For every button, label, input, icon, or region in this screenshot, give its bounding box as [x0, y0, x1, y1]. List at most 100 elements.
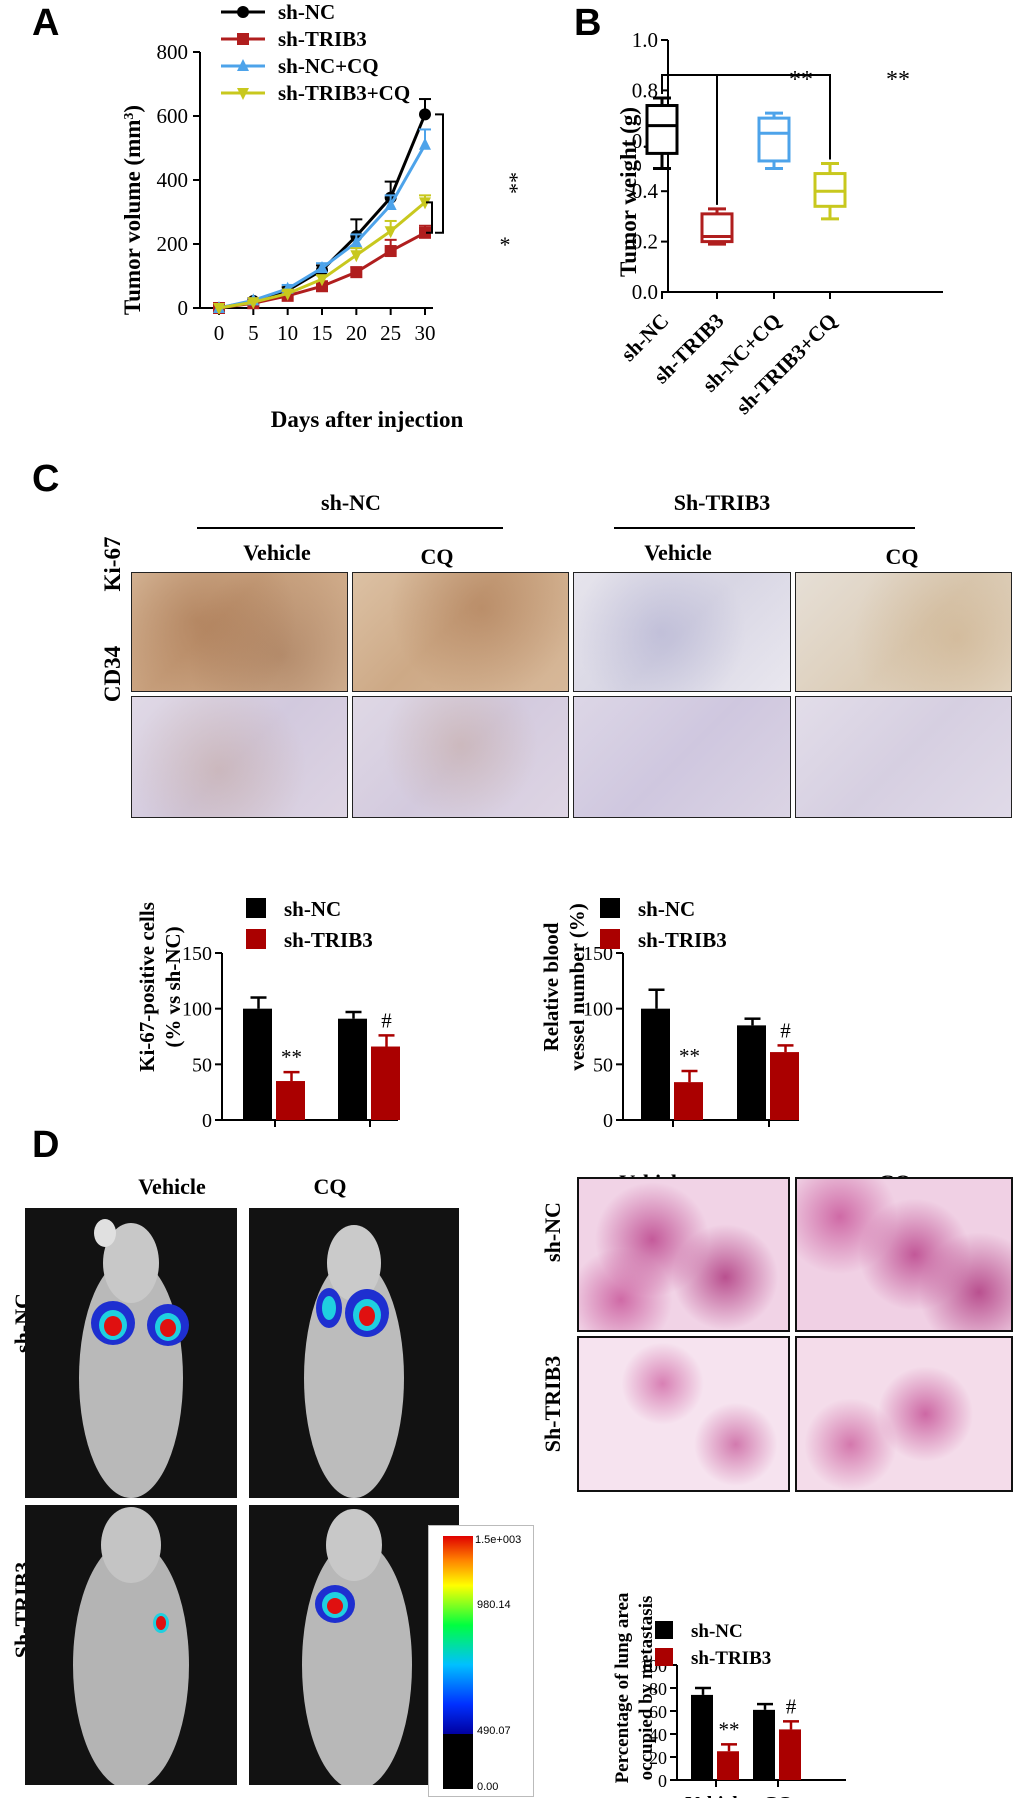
panel-d-he-row-shnc: sh-NC: [540, 1202, 565, 1262]
chart-b-sig-right: **: [886, 67, 910, 93]
chart-b-ytick-label: 0.4: [632, 179, 659, 203]
chart-a-legend-label: sh-NC: [278, 0, 335, 24]
chart-a-ytick-label: 400: [157, 168, 189, 192]
colorbar-gradient: [443, 1536, 473, 1734]
histology-cd34-shtrib3-vehicle: [573, 696, 791, 818]
panel-letter-d: D: [32, 1124, 60, 1166]
colorbar-label-low: 490.07: [477, 1725, 511, 1737]
he-image-shtrib3-vehicle: [577, 1336, 790, 1492]
chart-c-ki67-bar-sh-NC: [243, 1008, 272, 1120]
chart-b-tumor-weight: Tumor weight (g) 0.00.20.40.60.81.0sh-NC…: [616, 28, 943, 419]
panel-c-col-label-3: Vehicle: [644, 540, 712, 565]
chart-c-ki67: Ki-67-positive cells (% vs sh-NC) 0 50 100…: [135, 897, 400, 1135]
chart-c-ki67-legend-swatch: [246, 929, 266, 949]
chart-a-xtick-label: 5: [248, 321, 259, 345]
chart-c-cd34-legend-label: sh-NC: [638, 897, 695, 921]
chart-d-ylabel-2: occupied by metastasis: [636, 1596, 657, 1781]
panel-d-mouse-col-cq: CQ: [314, 1174, 347, 1199]
chart-d-ytick-label: 0: [658, 1771, 667, 1791]
chart-d-category-label: Vehicle: [685, 1793, 747, 1798]
chart-c-ki67-ytick-label: 150: [182, 943, 212, 965]
panel-c-row-label-ki67: Ki-67: [100, 537, 125, 592]
chart-a-xtick-label: 0: [214, 321, 225, 345]
panel-d-mouse-col-vehicle: Vehicle: [138, 1174, 206, 1199]
chart-d-category-label: CQ: [763, 1793, 793, 1798]
chart-d-lung-metastasis: Percentage of lung area occupied by meta…: [612, 1592, 846, 1798]
he-image-shnc-vehicle: [577, 1177, 790, 1332]
chart-c-ki67-legend-label: sh-NC: [284, 897, 341, 921]
chart-a-legend-marker: [237, 6, 249, 18]
chart-a-legend-marker: [237, 88, 249, 100]
chart-b-box: [757, 116, 791, 163]
chart-c-ki67-ytick-label: 100: [182, 999, 212, 1021]
chart-d-ytick-label: 40: [649, 1725, 667, 1745]
colorbar-label-max: 1.5e+003: [475, 1534, 522, 1546]
colorbar-label-mid: 980.14: [477, 1599, 511, 1611]
chart-d-legend-label: sh-NC: [691, 1621, 743, 1642]
chart-c-cd34-bar-sh-NC: [737, 1025, 766, 1120]
histology-cd34-shtrib3-cq: [795, 696, 1012, 818]
chart-a-point: [384, 245, 397, 258]
chart-a-point: [350, 250, 363, 263]
chart-a-xlabel: Days after injection: [271, 407, 464, 432]
chart-a-ylabel: Tumor volume (mm3): [120, 105, 145, 315]
chart-c-ki67-bar-sh-TRIB3: [276, 1081, 305, 1120]
chart-a-ytick-label: 800: [157, 40, 189, 64]
chart-d-bar-sh-TRIB3: [779, 1729, 801, 1780]
chart-d-significance-label: **: [719, 1717, 740, 1741]
chart-c-ki67-legend-label: sh-TRIB3: [284, 928, 373, 952]
chart-a-legend-marker: [237, 33, 249, 45]
panel-letter-b: B: [574, 2, 602, 44]
histology-cd34-shnc-cq: [352, 696, 569, 818]
chart-a-sig-top: **: [504, 172, 529, 194]
chart-d-significance-label: #: [786, 1694, 797, 1718]
colorbar-label-zero: 0.00: [477, 1781, 499, 1793]
chart-c-cd34-category-label: CQ: [753, 1131, 785, 1135]
chart-d-ytick-label: 80: [649, 1679, 667, 1699]
he-image-shtrib3-cq: [795, 1336, 1013, 1492]
chart-a-point: [316, 274, 328, 287]
chart-a-xtick-label: 15: [312, 321, 333, 345]
chart-b-sig-bracket-right: [717, 74, 831, 160]
chart-a-ytick-label: 600: [157, 104, 189, 128]
chart-d-bar-sh-TRIB3: [717, 1751, 739, 1780]
chart-c-ki67-ytick-label: 50: [192, 1054, 212, 1076]
chart-c-cd34-significance-label: **: [679, 1044, 700, 1068]
histology-ki67-shnc-cq: [352, 572, 569, 692]
chart-d-ytick-label: 60: [649, 1702, 667, 1722]
panel-c-row-label-cd34: CD34: [100, 645, 125, 702]
panel-c-col-label-1: Vehicle: [243, 540, 311, 565]
chart-a-xtick-label: 30: [415, 321, 436, 345]
chart-a-point: [419, 137, 431, 150]
chart-b-sig-left: **: [789, 67, 813, 93]
chart-c-cd34-legend-swatch: [600, 898, 620, 918]
chart-a-legend-label: sh-TRIB3+CQ: [278, 81, 410, 105]
chart-a-point: [316, 280, 328, 293]
chart-d-ylabel-1: Percentage of lung area: [612, 1592, 633, 1783]
chart-d-bar-sh-NC: [753, 1709, 775, 1780]
chart-a-point: [384, 197, 397, 210]
chart-c-cd34-ytick-label: 100: [583, 999, 613, 1021]
chart-b-ytick-label: 1.0: [632, 28, 658, 52]
chart-b-ytick-label: 0.2: [632, 230, 658, 254]
histology-ki67-shtrib3-cq: [795, 572, 1012, 692]
chart-a-ytick-label: 0: [178, 296, 189, 320]
chart-a-point: [247, 297, 260, 310]
chart-d-bar-sh-NC: [691, 1694, 713, 1780]
chart-c-ki67-significance-label: #: [381, 1008, 392, 1032]
chart-c-ki67-ylabel-2: (% vs sh-NC): [161, 926, 185, 1047]
chart-c-cd34-ytick-label: 50: [593, 1054, 613, 1076]
panel-letter-a: A: [32, 2, 60, 44]
he-image-shnc-cq: [795, 1177, 1013, 1332]
panel-d-he-row-shtrib3: Sh-TRIB3: [540, 1356, 565, 1453]
panel-letter-c: C: [32, 458, 60, 500]
chart-a-point: [419, 197, 431, 210]
chart-a-point: [419, 108, 431, 121]
chart-b-category-label: sh-TRIB3+CQ: [731, 309, 841, 419]
chart-c-ki67-ytick-label: 0: [202, 1110, 212, 1132]
mouse-image-shnc-cq: [249, 1208, 459, 1498]
panel-c-col-label-4: CQ: [886, 544, 919, 569]
histology-cd34-shnc-vehicle: [131, 696, 348, 818]
colorbar-zero-block: [443, 1734, 473, 1789]
panel-c-headers: sh-NC Sh-TRIB3 Vehicle CQ Vehicle CQ Ki-…: [100, 490, 919, 702]
